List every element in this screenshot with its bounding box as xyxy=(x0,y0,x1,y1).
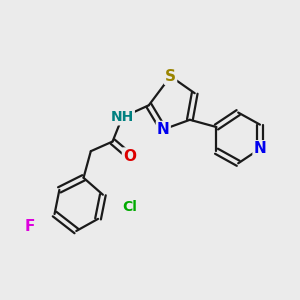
Text: N: N xyxy=(254,141,266,156)
Text: Cl: Cl xyxy=(122,200,137,214)
Text: F: F xyxy=(25,219,35,234)
Text: N: N xyxy=(157,122,170,137)
Text: NH: NH xyxy=(111,110,134,124)
Text: O: O xyxy=(123,148,136,164)
Text: S: S xyxy=(165,69,176,84)
